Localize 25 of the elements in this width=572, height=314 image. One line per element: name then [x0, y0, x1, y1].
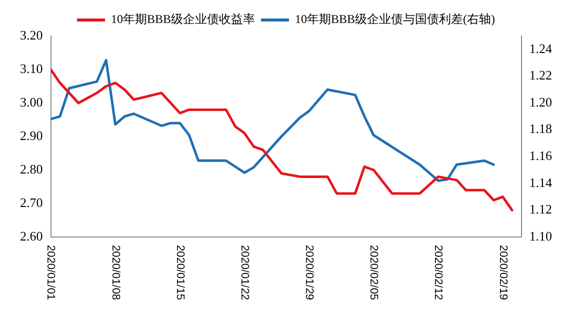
y-tick-label: 2.80 — [20, 161, 43, 176]
x-tick-label: 2020/01/29 — [303, 245, 316, 300]
x-tick-label: 2020/02/05 — [368, 245, 380, 300]
legend-label: 10年期BBB级企业债与国债利差(右轴) — [295, 12, 496, 26]
y2-tick-label: 1.16 — [529, 148, 552, 164]
y-tick-label: 3.10 — [20, 60, 43, 76]
y2-tick-label: 1.20 — [529, 94, 552, 110]
y-tick-label: 2.70 — [20, 194, 43, 210]
y2-tick-label: 1.10 — [529, 228, 552, 244]
x-tick-label: 2020/02/12 — [432, 245, 444, 300]
x-tick-label: 2020/01/01 — [44, 245, 57, 300]
y2-tick-label: 1.12 — [529, 202, 552, 217]
y-tick-label: 2.60 — [20, 228, 43, 244]
y-tick-label: 2.90 — [20, 128, 43, 143]
y2-tick-label: 1.18 — [529, 121, 552, 136]
x-tick-label: 2020/01/15 — [174, 245, 186, 300]
legend-label: 10年期BBB级企业债收益率 — [110, 12, 256, 26]
x-tick-label: 2020/01/22 — [238, 245, 250, 300]
x-tick-label: 2020/01/08 — [109, 245, 122, 300]
y2-tick-label: 1.22 — [529, 68, 552, 83]
x-tick-label: 2020/02/19 — [496, 245, 509, 300]
y2-tick-label: 1.24 — [529, 40, 552, 56]
y2-tick-label: 1.14 — [529, 174, 552, 190]
y-tick-label: 3.00 — [20, 94, 43, 110]
y-tick-label: 3.20 — [20, 27, 43, 42]
